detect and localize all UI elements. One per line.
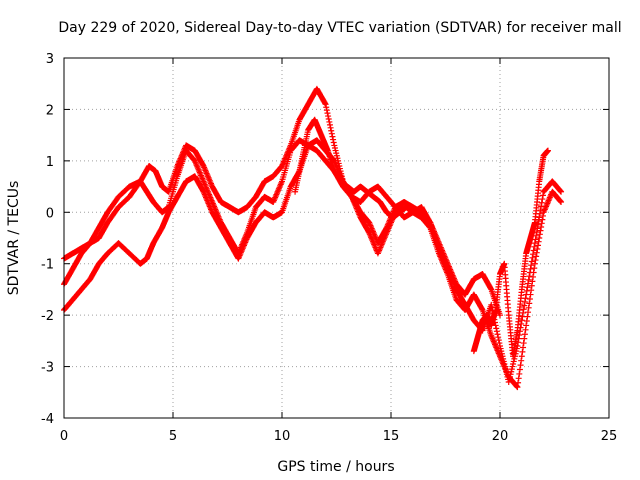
- y-tick-label: -2: [41, 309, 54, 324]
- plot-frame: [63, 57, 610, 419]
- x-axis-label: GPS time / hours: [277, 459, 394, 475]
- y-tick-label: 2: [46, 103, 54, 118]
- y-tick-label: -4: [41, 412, 54, 427]
- y-tick-label: -1: [41, 258, 54, 273]
- y-tick-label: 3: [46, 52, 54, 67]
- y-tick-label: 0: [46, 206, 54, 221]
- chart-title: Day 229 of 2020, Sidereal Day-to-day VTE…: [58, 20, 621, 36]
- series-track-c: [61, 137, 565, 385]
- series-track-d: [292, 116, 551, 360]
- grid: [64, 58, 609, 418]
- y-tick-label: -3: [41, 361, 54, 376]
- series-markers: [61, 137, 565, 385]
- data-points: [61, 85, 565, 391]
- axis-ticks: 0 5 10 15 20 25 -4 -3 -2 -1 0 1 2 3: [41, 52, 617, 444]
- x-tick-label: 5: [169, 429, 177, 444]
- x-tick-label: 25: [601, 429, 618, 444]
- y-tick-label: 1: [46, 155, 54, 170]
- series-markers: [292, 116, 551, 360]
- x-tick-label: 10: [274, 429, 291, 444]
- y-axis-label: SDTVAR / TECUs: [6, 181, 22, 296]
- x-tick-label: 20: [492, 429, 509, 444]
- x-tick-label: 15: [383, 429, 400, 444]
- x-tick-label: 0: [60, 429, 68, 444]
